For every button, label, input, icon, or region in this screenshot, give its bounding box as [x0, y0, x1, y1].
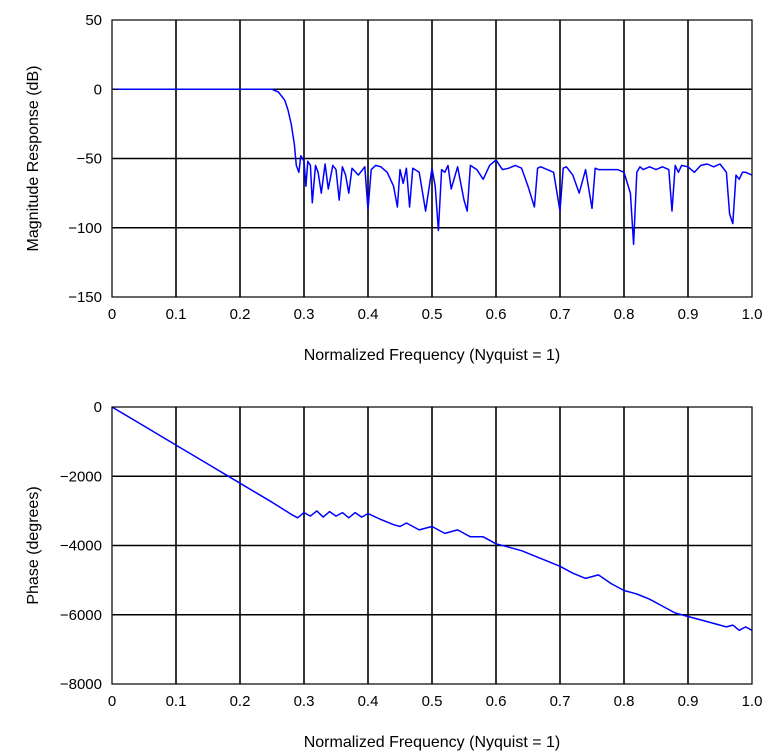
- phase-x-tick-label: 0.8: [614, 693, 635, 710]
- magnitude-x-tick-label: 0.2: [230, 306, 251, 323]
- phase-y-tick-label: 0: [94, 399, 102, 416]
- phase-x-tick-label: 0.1: [166, 693, 187, 710]
- phase-y-tick-label: −4000: [60, 538, 102, 555]
- magnitude-x-tick-label: 0.1: [166, 306, 187, 323]
- phase-series-line: [111, 406, 753, 632]
- magnitude-plot: 0 0.1 0.2 0.3 0.4 0.5 0.6 0.7 0.8 0.9 1.0 50 0 −50 −10…: [25, 12, 762, 364]
- magnitude-x-tick-label: 0: [108, 306, 116, 323]
- magnitude-x-tick-label: 1.0: [742, 306, 763, 323]
- phase-x-tick-label: 0.9: [678, 693, 699, 710]
- phase-x-tick-label: 0.4: [358, 693, 379, 710]
- phase-y-tick-label: −2000: [60, 468, 102, 485]
- magnitude-x-tick-label: 0.4: [358, 306, 379, 323]
- phase-x-tick-label: 0.3: [294, 693, 315, 710]
- phase-y-tick-label: −6000: [60, 607, 102, 624]
- magnitude-x-tick-label: 0.3: [294, 306, 315, 323]
- magnitude-x-tick-label: 0.9: [678, 306, 699, 323]
- magnitude-x-tick-label: 0.6: [486, 306, 507, 323]
- phase-x-tick-label: 0.6: [486, 693, 507, 710]
- phase-x-tick-label: 0.7: [550, 693, 571, 710]
- magnitude-y-tick-label: 50: [85, 12, 102, 29]
- magnitude-series-line: [112, 88, 753, 246]
- phase-x-tick-label: 0: [108, 693, 116, 710]
- magnitude-y-tick-label: −100: [68, 220, 102, 237]
- phase-x-axis-label: Normalized Frequency (Nyquist = 1): [304, 734, 561, 751]
- phase-y-tick-label: −8000: [60, 676, 102, 693]
- phase-y-axis-label: Phase (degrees): [25, 486, 42, 604]
- magnitude-y-axis-label: Magnitude Response (dB): [25, 66, 42, 252]
- magnitude-x-tick-label: 0.8: [614, 306, 635, 323]
- phase-x-tick-label: 1.0: [742, 693, 763, 710]
- phase-x-tick-label: 0.2: [230, 693, 251, 710]
- magnitude-y-tick-label: −150: [68, 289, 102, 306]
- magnitude-y-tick-label: −50: [77, 151, 102, 168]
- magnitude-x-tick-label: 0.7: [550, 306, 571, 323]
- magnitude-x-tick-label: 0.5: [422, 306, 443, 323]
- phase-x-tick-label: 0.5: [422, 693, 443, 710]
- phase-plot: 0 0.1 0.2 0.3 0.4 0.5 0.6 0.7 0.8 0.9 1.0 0 −2000 −40…: [25, 399, 762, 751]
- magnitude-y-tick-label: 0: [94, 81, 102, 98]
- magnitude-x-axis-label: Normalized Frequency (Nyquist = 1): [304, 347, 561, 364]
